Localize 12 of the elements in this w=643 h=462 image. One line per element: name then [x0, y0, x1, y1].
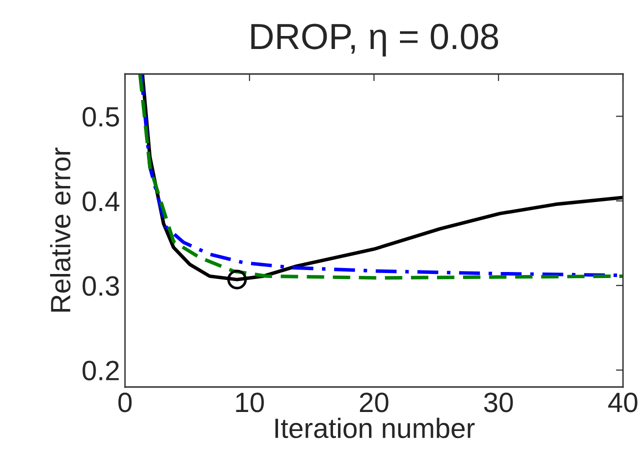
y-axis-title: Relative error: [50, 148, 70, 312]
chart-title: DROP, η = 0.08: [251, 24, 498, 56]
x-tick-label: 30: [484, 392, 513, 412]
x-axis-title: Iteration number: [275, 418, 475, 438]
x-tick-label: 20: [360, 392, 388, 412]
x-tick-label: 10: [236, 392, 264, 412]
y-tick-label: 0.3: [82, 276, 119, 296]
x-tick-label: 40: [608, 392, 638, 412]
y-tick-label: 0.5: [82, 106, 119, 127]
y-tick-label: 0.4: [82, 192, 120, 212]
x-tick-label: 0: [118, 392, 132, 412]
y-tick-label: 0.2: [82, 360, 119, 380]
